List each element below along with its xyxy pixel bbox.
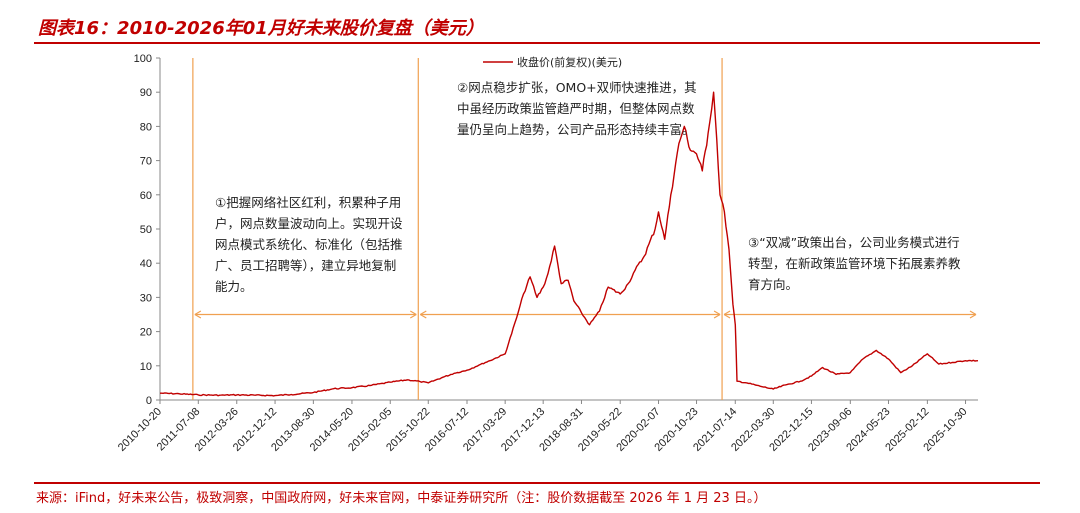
phase-arrow-head-left [419, 310, 427, 319]
y-tick-label: 100 [134, 53, 152, 65]
annotation-phase-3: ③“双减”政策出台，公司业务模式进行转型，在新政策监管环境下拓展素养教育方向。 [748, 235, 961, 292]
y-axis: 0 10 20 30 40 50 60 70 80 90 100 [134, 53, 161, 407]
y-tick-label: 20 [140, 327, 152, 339]
series-line-close-price [160, 91, 979, 397]
phase-arrows [194, 310, 977, 319]
phase-arrow-head-right [969, 310, 977, 319]
y-tick-label: 40 [140, 258, 152, 270]
legend: 收盘价(前复权)(美元) [483, 55, 622, 69]
phase-dividers [192, 58, 723, 400]
title-rule [34, 42, 1040, 44]
y-tick-label: 90 [140, 87, 152, 99]
annotation-phase-1: ①把握网络社区红利，积累种子用户，网点数量波动向上。实现开设网点模式系统化、标准… [215, 195, 403, 294]
phase-arrow-head-left [723, 310, 731, 319]
y-tick-label: 80 [140, 121, 152, 133]
y-tick-label: 50 [140, 224, 152, 236]
y-tick-label: 0 [146, 395, 152, 407]
x-axis: 2010-10-202011-07-082012-03-262012-12-12… [116, 399, 978, 454]
figure-title: 图表16：2010-2026年01月好未来股价复盘（美元） [38, 18, 484, 39]
y-tick-label: 30 [140, 292, 152, 304]
y-tick-label: 10 [140, 361, 152, 373]
source-note: 来源：iFind，好未来公告，极致洞察，中国政府网，好未来官网，中泰证券研究所（… [36, 491, 767, 506]
source-rule [34, 482, 1040, 484]
annotation-phase-2: ②网点稳步扩张，OMO+双师快速推进，其中虽经历政策监管趋严时期，但整体网点数量… [457, 80, 697, 137]
legend-label: 收盘价(前复权)(美元) [517, 55, 622, 69]
phase-arrow-head-right [409, 310, 417, 319]
phase-arrow-head-left [194, 310, 202, 319]
y-tick-label: 70 [140, 156, 152, 168]
y-tick-label: 60 [140, 190, 152, 202]
phase-arrow-head-right [713, 310, 721, 319]
